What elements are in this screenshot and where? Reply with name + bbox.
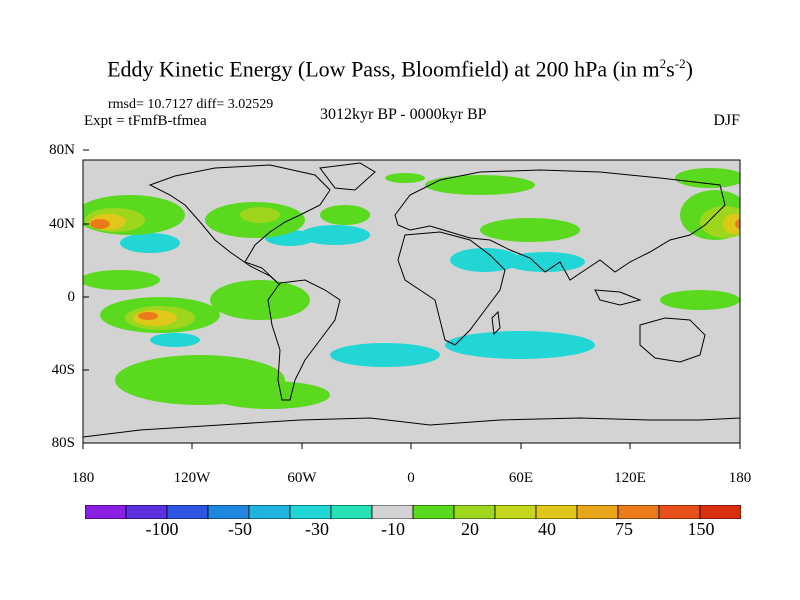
colorbar-swatch (330, 505, 373, 519)
colorbar-swatch (576, 505, 619, 519)
colorbar-swatch (412, 505, 455, 519)
colorbar-label: 40 (538, 519, 556, 539)
colorbar-swatch (248, 505, 291, 519)
colorbar (85, 505, 741, 519)
y-tick-label: 0 (67, 289, 76, 305)
colorbar-swatch (289, 505, 332, 519)
colorbar-swatch (371, 505, 414, 519)
colorbar-label: -10 (381, 519, 405, 539)
coastlines (83, 162, 740, 438)
colorbar-swatch (699, 505, 741, 519)
colorbar-label: -30 (305, 519, 329, 539)
anomaly-fields (83, 162, 740, 438)
x-tick-label: 180 (71, 470, 95, 486)
y-tick-label: 80S (51, 435, 75, 451)
period-label: 3012kyr BP - 0000kyr BP (320, 106, 487, 123)
y-tick-label: 80N (49, 142, 75, 158)
y-tick-label: 40S (51, 362, 75, 378)
colorbar-swatch (453, 505, 496, 519)
colorbar-swatch (617, 505, 660, 519)
colorbar-swatch (166, 505, 209, 519)
colorbar-swatch (535, 505, 578, 519)
y-tick-label: 40N (49, 216, 75, 232)
colorbar-swatch (494, 505, 537, 519)
colorbar-label: 75 (615, 519, 633, 539)
x-tick-label: 120W (173, 470, 211, 486)
x-tick-label: 180 (728, 470, 752, 486)
colorbar-swatch (207, 505, 250, 519)
colorbar-label: 150 (687, 519, 715, 539)
colorbar-label: -50 (228, 519, 252, 539)
x-tick-label: 60E (508, 470, 534, 486)
plot-title: Eddy Kinetic Energy (Low Pass, Bloomfiel… (107, 56, 693, 82)
colorbar-label: -100 (145, 519, 179, 539)
colorbar-swatch (125, 505, 168, 519)
stats-label: rmsd= 10.7127 diff= 3.02529 (108, 97, 274, 112)
x-tick-label: 0 (407, 470, 415, 486)
season-label: DJF (713, 112, 740, 129)
axis-ticks (82, 149, 741, 449)
colorbar-swatch (85, 505, 127, 519)
x-tick-label: 120E (614, 470, 646, 486)
colorbar-swatch (658, 505, 701, 519)
x-tick-label: 60W (287, 470, 317, 486)
experiment-label: Expt = tFmfB-tfmea (84, 113, 207, 129)
colorbar-label: 20 (461, 519, 479, 539)
